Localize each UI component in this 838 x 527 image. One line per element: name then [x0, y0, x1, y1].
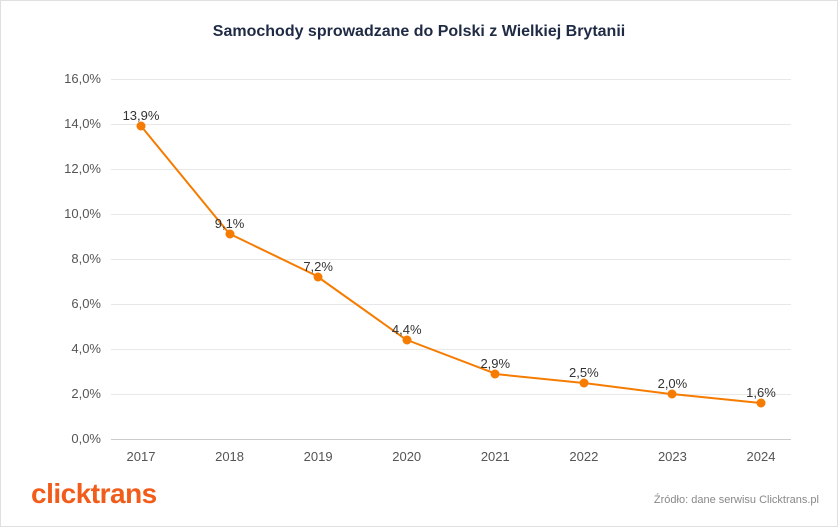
y-tick-label: 6,0% [51, 296, 101, 311]
x-tick-label: 2024 [731, 449, 791, 464]
x-tick-label: 2017 [111, 449, 171, 464]
chart-title: Samochody sprowadzane do Polski z Wielki… [1, 23, 837, 41]
gridline [111, 304, 791, 305]
y-tick-label: 2,0% [51, 386, 101, 401]
data-label: 1,6% [731, 385, 791, 400]
y-tick-label: 4,0% [51, 341, 101, 356]
x-tick-label: 2018 [200, 449, 260, 464]
x-tick-label: 2022 [554, 449, 614, 464]
gridline [111, 79, 791, 80]
logo-part-a: click [31, 478, 91, 509]
brand-logo: clicktrans [31, 478, 157, 510]
logo-part-b: trans [91, 478, 157, 509]
data-label: 13,9% [111, 108, 171, 123]
y-tick-label: 0,0% [51, 431, 101, 446]
data-label: 2,9% [465, 356, 525, 371]
y-tick-label: 16,0% [51, 71, 101, 86]
y-tick-label: 8,0% [51, 251, 101, 266]
y-tick-label: 14,0% [51, 116, 101, 131]
gridline [111, 169, 791, 170]
x-tick-label: 2020 [377, 449, 437, 464]
data-label: 2,0% [642, 376, 702, 391]
data-label: 9,1% [200, 216, 260, 231]
x-axis [111, 439, 791, 440]
gridline [111, 124, 791, 125]
data-label: 4,4% [377, 322, 437, 337]
source-text: Źródło: dane serwisu Clicktrans.pl [654, 494, 819, 506]
gridline [111, 349, 791, 350]
chart-container: Samochody sprowadzane do Polski z Wielki… [0, 0, 838, 527]
gridline [111, 259, 791, 260]
x-tick-label: 2023 [642, 449, 702, 464]
x-tick-label: 2019 [288, 449, 348, 464]
data-label: 2,5% [554, 365, 614, 380]
data-label: 7,2% [288, 259, 348, 274]
plot-area: 0,0%2,0%4,0%6,0%8,0%10,0%12,0%14,0%16,0%… [111, 79, 791, 439]
y-tick-label: 10,0% [51, 206, 101, 221]
x-tick-label: 2021 [465, 449, 525, 464]
y-tick-label: 12,0% [51, 161, 101, 176]
